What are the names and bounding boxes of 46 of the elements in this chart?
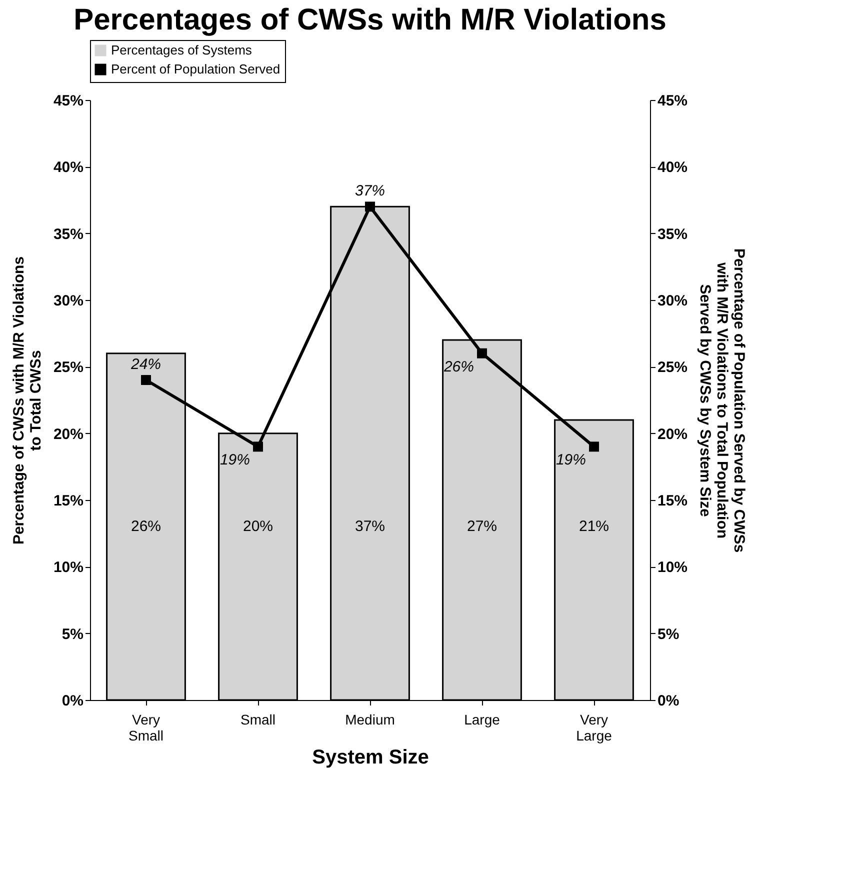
y2-tick-label: 40% — [658, 159, 688, 176]
y-tick-label: 40% — [53, 159, 84, 176]
y2-tick-label: 0% — [658, 692, 680, 710]
y2-axis-title: Percentage of Population Served by CWSs with M/R Violations to Total Population Served by CWSs by System Size — [696, 248, 748, 553]
data-label: 19% — [556, 452, 586, 469]
x-tick-label: Small — [240, 712, 276, 728]
y-tick-label: 5% — [62, 626, 84, 643]
y2-tick-label: 10% — [658, 559, 688, 576]
data-label: 20% — [242, 518, 274, 535]
data-label: 37% — [354, 182, 386, 200]
y-tick-label: 25% — [53, 359, 84, 376]
data-label: 26% — [130, 518, 162, 535]
y2-tick-label: 15% — [658, 492, 688, 510]
data-label: 37% — [354, 518, 386, 535]
y2-tick-label: 25% — [658, 359, 688, 376]
legend-label: Percent of Population Served — [111, 62, 280, 76]
y-tick-label: 35% — [53, 226, 84, 243]
y-tick-label: 20% — [53, 426, 84, 443]
point — [141, 375, 151, 385]
y2-tick-label: 35% — [658, 226, 688, 243]
x-tick-label: Large — [464, 712, 500, 728]
y-tick-label: 45% — [53, 92, 84, 110]
y-tick-label: 10% — [53, 559, 84, 576]
y2-tick-label: 45% — [658, 92, 688, 110]
y-axis-title: Percentage of CWSs with M/R Violations to Total CWSs — [10, 256, 44, 545]
y-tick-label: 30% — [53, 292, 84, 310]
x-tick-label: Medium — [345, 712, 395, 728]
point — [477, 348, 487, 358]
x-tick-label: Very Small — [128, 712, 164, 744]
x-tick-label: Very Large — [576, 712, 612, 744]
point — [253, 442, 263, 452]
chart-title: Percentages of CWSs with M/R Violations — [74, 4, 666, 36]
y2-tick-label: 20% — [658, 426, 688, 443]
data-label: 24% — [130, 356, 162, 373]
y-tick-label: 0% — [62, 692, 84, 710]
data-label: 19% — [220, 452, 250, 469]
data-label: 27% — [466, 518, 498, 535]
data-label: 26% — [442, 358, 474, 376]
data-label: 21% — [578, 518, 610, 535]
y-tick-label: 15% — [53, 492, 84, 510]
x-axis-title: System Size — [312, 746, 429, 768]
legend-label: Percentages of Systems — [111, 42, 252, 58]
y2-tick-label: 5% — [658, 626, 680, 643]
point — [589, 442, 599, 452]
point — [365, 202, 375, 212]
y2-tick-label: 30% — [658, 292, 688, 310]
